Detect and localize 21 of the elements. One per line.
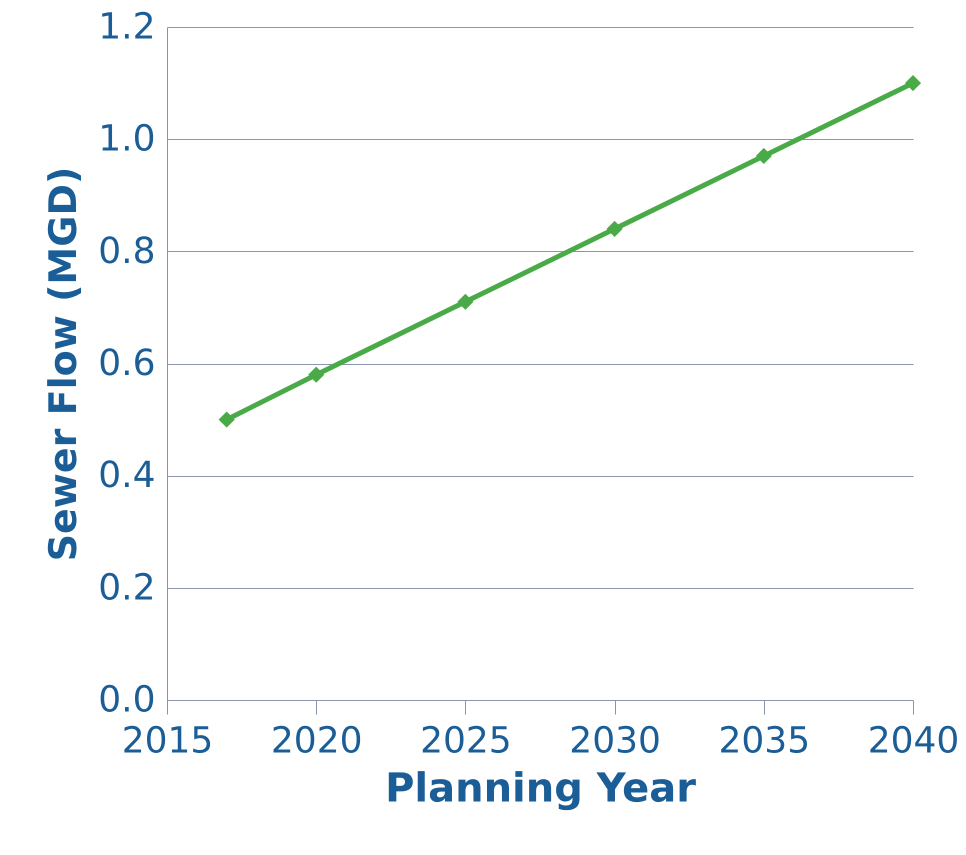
point xyxy=(457,294,474,310)
x-tick-label: 2040 xyxy=(868,720,960,762)
point xyxy=(308,366,324,383)
y-axis-title: Sewer Flow (MGD) xyxy=(41,166,86,562)
point xyxy=(218,412,235,428)
y-tick-label: 1.2 xyxy=(98,6,156,48)
x-tick-label: 2030 xyxy=(569,720,661,762)
x-axis-title: Planning Year xyxy=(385,766,696,812)
point xyxy=(904,75,922,92)
y-tick-label: 0.8 xyxy=(98,230,156,272)
point xyxy=(756,148,772,164)
y-tick-label: 1.0 xyxy=(98,118,156,160)
x-tick-label: 2015 xyxy=(122,720,214,762)
x-tick-label: 2035 xyxy=(718,720,810,762)
y-tick-label: 0.6 xyxy=(98,343,156,384)
x-tick-label: 2025 xyxy=(420,720,512,762)
y-tick-label: 0.2 xyxy=(98,567,156,608)
y-tick-label: 0.0 xyxy=(98,680,156,720)
y-tick-label: 0.4 xyxy=(98,455,156,496)
point xyxy=(606,220,623,237)
x-tick-label: 2020 xyxy=(270,720,363,762)
